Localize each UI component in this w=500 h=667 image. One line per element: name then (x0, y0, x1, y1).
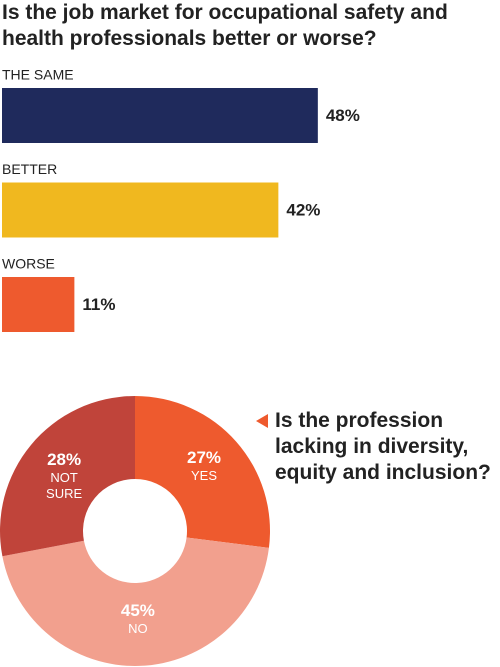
slice-label: 45% NO (103, 601, 173, 637)
slice-label: 27% YES (169, 448, 239, 484)
value-label: 48% (326, 106, 360, 125)
value-label: 11% (82, 295, 115, 314)
category-label: WORSE (2, 256, 55, 272)
bar (2, 88, 318, 143)
donut-chart-title: Is the profession lacking in diversity, … (275, 409, 491, 484)
pointer-triangle (256, 414, 268, 428)
slice-category-label: NO (128, 620, 148, 636)
value-label: 42% (286, 200, 320, 219)
slice-value-label: 28% (47, 450, 82, 470)
slice-value-label: 45% (120, 600, 155, 620)
category-label: BETTER (2, 161, 57, 177)
donut-slice (135, 396, 270, 548)
slice-value-label: 27% (186, 448, 222, 468)
slice-category-label: YES (190, 468, 217, 484)
bar-chart-title: Is the job market for occupational safet… (2, 1, 448, 50)
bar (2, 277, 75, 332)
bar (2, 182, 279, 238)
donut-slice (2, 537, 269, 666)
slice-label: 28% NOT SURE (29, 450, 99, 502)
slice-category-label: NOT SURE (46, 470, 83, 502)
category-label: THE SAME (2, 67, 74, 83)
donut-slice (0, 396, 136, 557)
